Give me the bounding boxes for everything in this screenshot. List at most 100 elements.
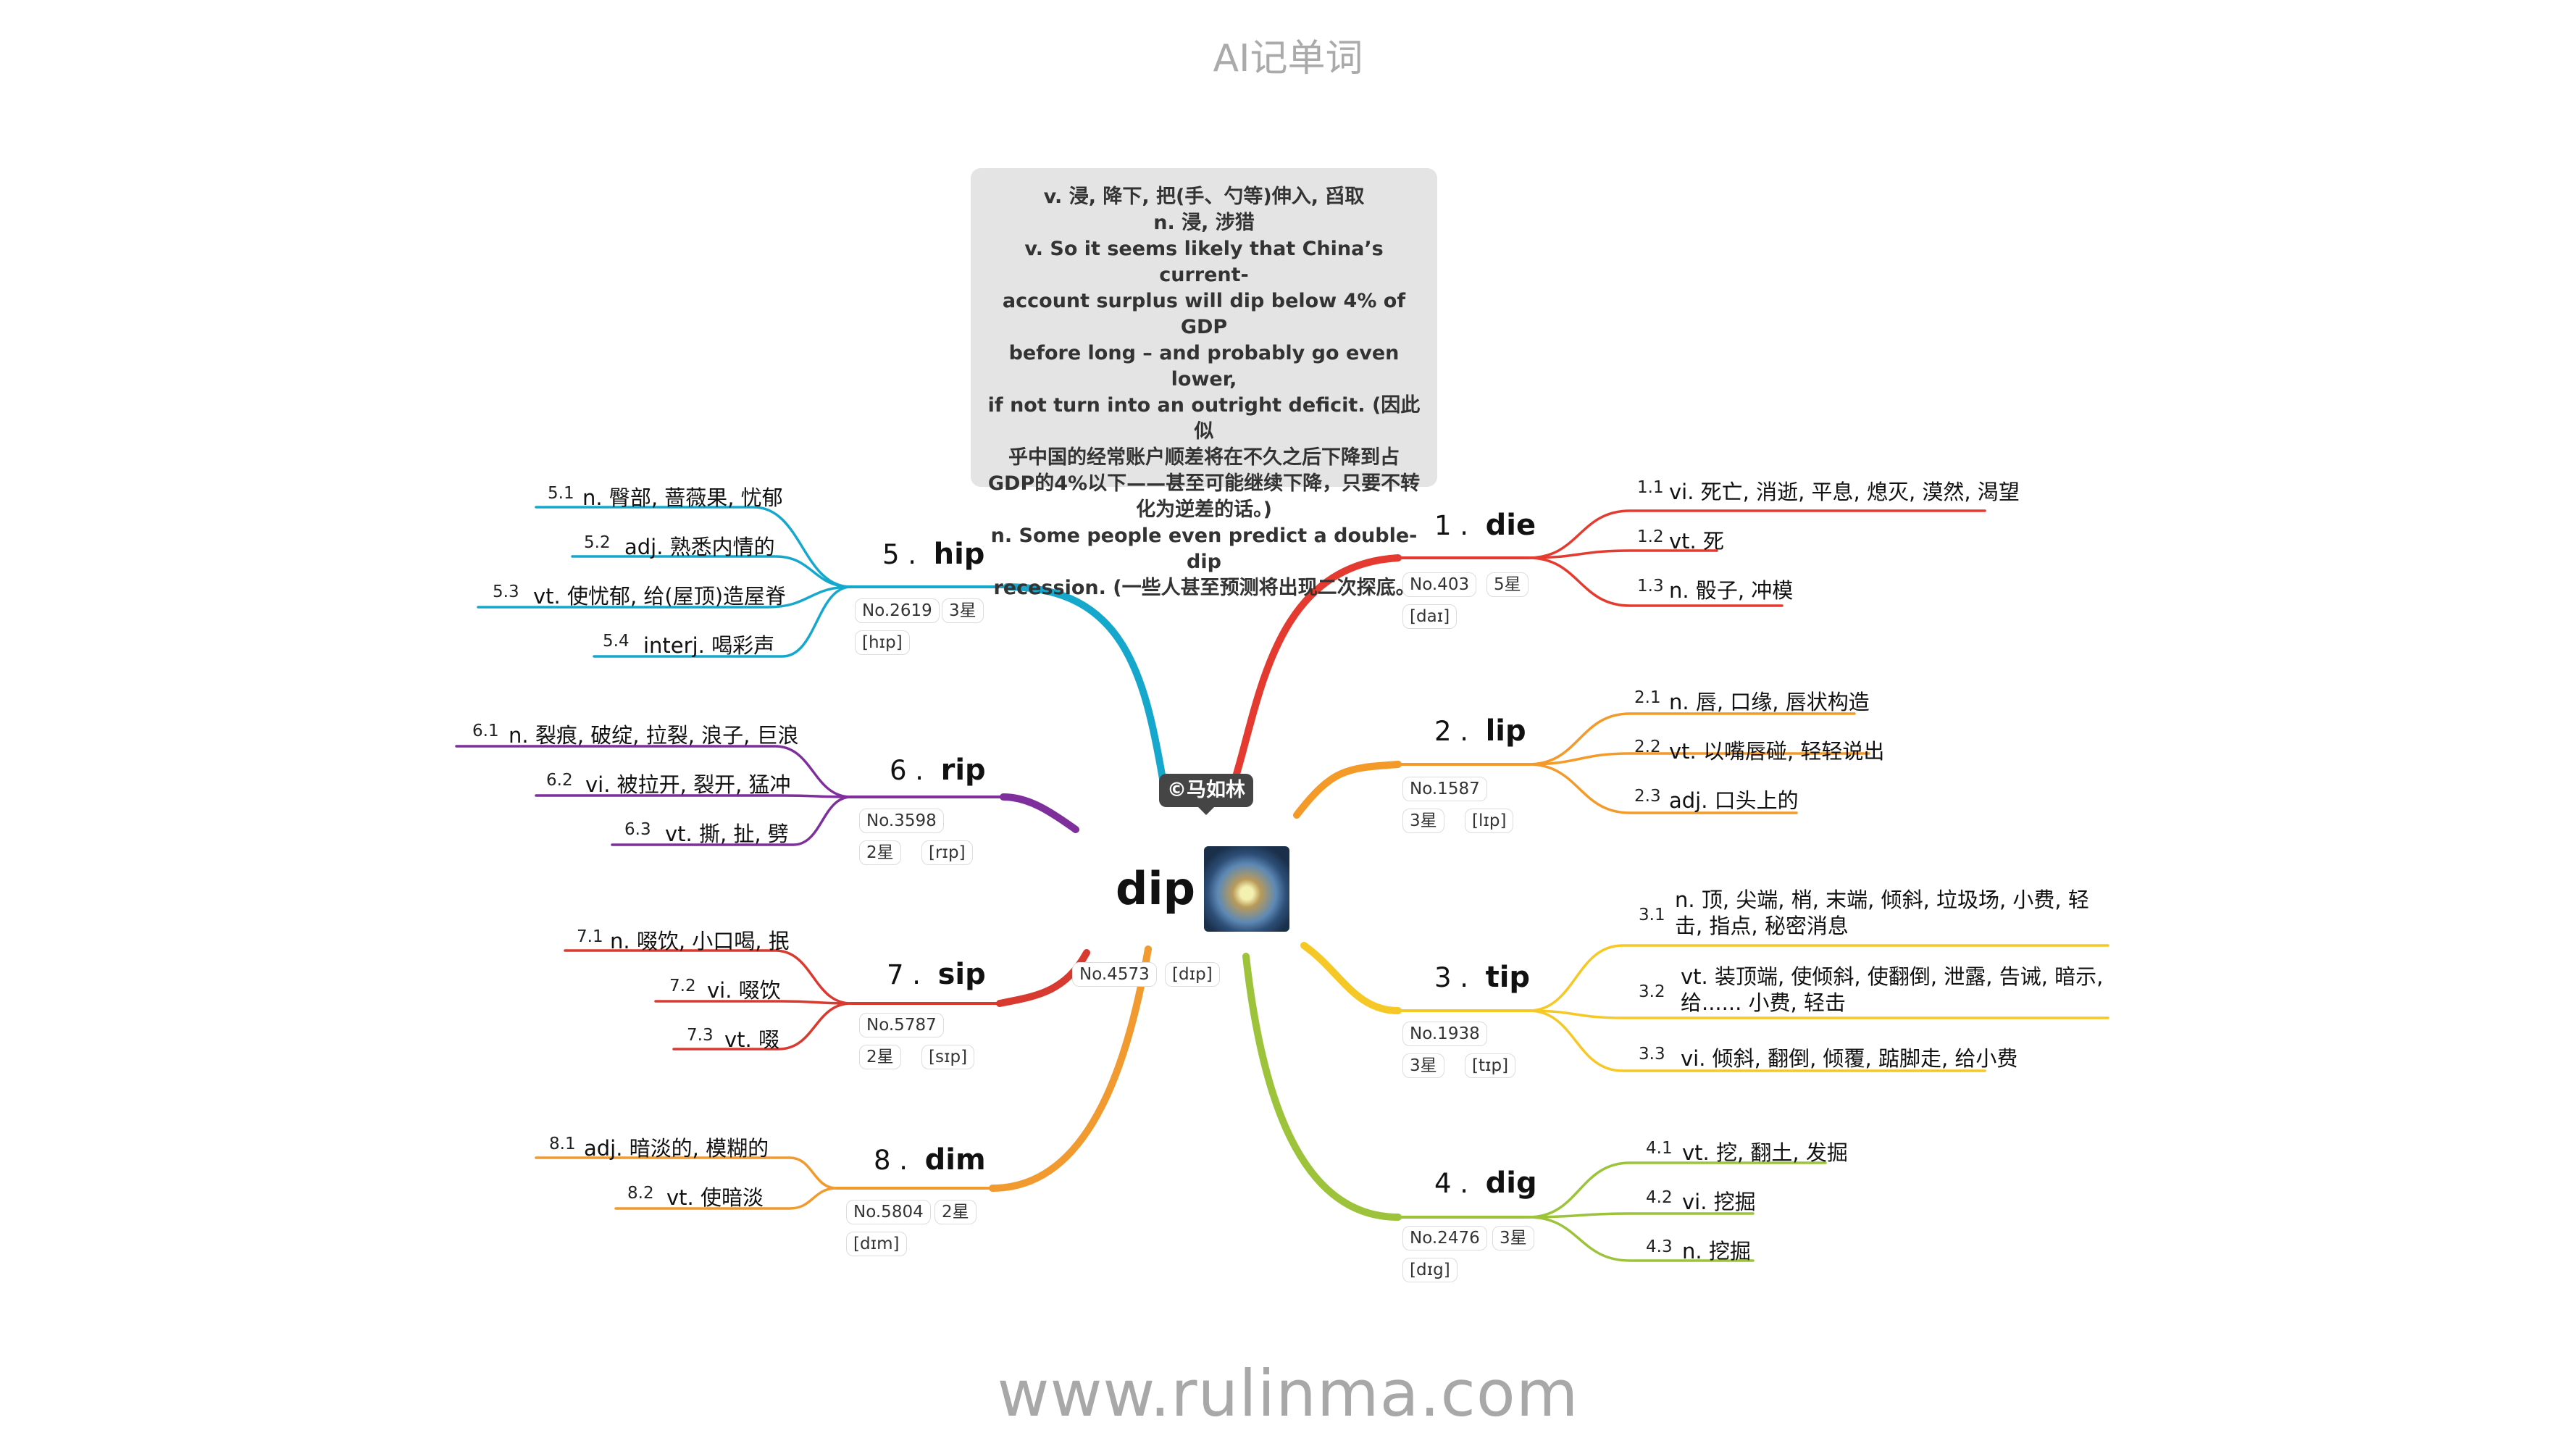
- trunk-connector-rip: [1000, 793, 1079, 833]
- tag-stars: 2星: [859, 840, 901, 865]
- branch-word-dig[interactable]: 4 . dig: [1434, 1166, 1537, 1200]
- meaning-connector-5.1: [535, 506, 853, 588]
- meaning-connector-3.1: [1527, 944, 2109, 1012]
- branch-word-rip[interactable]: 6 . rip: [890, 753, 986, 787]
- tag-phonetic: [hɪp]: [855, 630, 910, 655]
- meaning-connector-2.3: [1527, 763, 1798, 814]
- meaning-num: 3.2: [1639, 982, 1665, 1001]
- meaning-num: 4.3: [1646, 1237, 1673, 1256]
- meaning-connector-3.2: [1527, 1009, 2109, 1019]
- meaning-num: 2.1: [1634, 688, 1661, 707]
- word-image: [1204, 846, 1289, 932]
- definition-line: recession. (一些人甚至预测将出现二次探底。): [993, 577, 1415, 599]
- branch-word-sip[interactable]: 7 . sip: [887, 958, 986, 991]
- definition-line: account surplus will dip below 4% of GDP: [1002, 290, 1406, 338]
- definition-line: before long – and probably go even lower…: [1008, 342, 1400, 391]
- meaning-text: vi. 死亡, 消逝, 平息, 熄灭, 漠然, 渴望: [1669, 480, 2020, 504]
- tag-phonetic: [dɪm]: [846, 1232, 907, 1256]
- branch-word-hip[interactable]: 5 . hip: [882, 538, 985, 571]
- meaning-num: 8.2: [627, 1184, 654, 1203]
- meaning-num: 5.1: [548, 484, 574, 503]
- meaning-connector-3.3: [1527, 1009, 1986, 1072]
- meaning-num: 6.2: [546, 771, 573, 790]
- definition-line: if not turn into an outright deficit. (因…: [987, 394, 1421, 443]
- meaning-text: n. 顶, 尖端, 梢, 末端, 倾斜, 垃圾场, 小费, 轻击, 指点, 秘密…: [1675, 888, 2089, 938]
- center-phonetic-tag: [dɪp]: [1165, 962, 1220, 987]
- tag-stars: 3星: [1492, 1226, 1534, 1250]
- meaning-num: 1.3: [1637, 577, 1664, 596]
- meaning-num: 8.1: [549, 1135, 576, 1153]
- meaning-num: 7.1: [577, 927, 603, 946]
- app-title: AI记单词: [1213, 37, 1363, 80]
- meaning-num: 5.2: [584, 533, 611, 552]
- meaning-num: 7.3: [687, 1026, 714, 1045]
- meaning-text: vt. 使暗淡: [666, 1185, 764, 1210]
- meaning-text: n. 臀部, 蔷薇果, 忧郁: [582, 485, 783, 510]
- footer-url[interactable]: www.rulinma.com: [997, 1356, 1579, 1431]
- meaning-text: n. 裂痕, 破绽, 拉裂, 浪子, 巨浪: [509, 723, 799, 748]
- definition-line: v. So it seems likely that China’s curre…: [1024, 238, 1384, 286]
- meaning-connector-2.2: [1527, 752, 1870, 766]
- meaning-connector-8.1: [535, 1156, 838, 1190]
- tag-no: No.2619: [855, 598, 940, 623]
- definition-line: 化为逆差的话。): [1136, 498, 1272, 521]
- trunk-connector-die: [1231, 554, 1402, 782]
- trunk-connector-lip: [1293, 761, 1402, 819]
- center-word[interactable]: dip: [1116, 862, 1196, 915]
- trunk-connector-dim: [989, 945, 1152, 1192]
- tag-phonetic: [lɪp]: [1465, 809, 1514, 833]
- tag-phonetic: [dɪg]: [1402, 1258, 1458, 1282]
- meaning-connector-6.1: [455, 745, 853, 798]
- definition-line: n. 浸, 涉猎: [1153, 212, 1255, 234]
- meaning-text: vi. 啜饮: [707, 978, 781, 1003]
- meaning-num: 5.3: [493, 582, 519, 601]
- meaning-text: vi. 挖掘: [1682, 1190, 1756, 1214]
- meaning-num: 2.2: [1634, 738, 1661, 756]
- branch-word-dim[interactable]: 8 . dim: [874, 1143, 986, 1177]
- tag-stars: 3星: [1402, 1053, 1444, 1078]
- meaning-text: vi. 被拉开, 裂开, 猛冲: [585, 772, 791, 797]
- meaning-connector-4.3: [1527, 1216, 1755, 1262]
- meaning-num: 3.1: [1639, 906, 1665, 924]
- definition-line: GDP的4%以下——甚至可能继续下降，只要不转: [987, 472, 1421, 495]
- author-badge: ©马如林: [1159, 774, 1253, 815]
- meaning-num: 6.1: [472, 722, 499, 740]
- definition-line: n. Some people even predict a double-dip: [990, 525, 1418, 573]
- meaning-num: 5.4: [603, 632, 630, 651]
- branch-word-die[interactable]: 1 . die: [1434, 509, 1536, 542]
- meaning-num: 3.3: [1639, 1045, 1665, 1064]
- meaning-text: vt. 挖, 翻土, 发掘: [1682, 1140, 1848, 1165]
- tag-no: No.1587: [1402, 777, 1487, 801]
- tag-phonetic: [rɪp]: [921, 840, 973, 865]
- definition-line: v. 浸, 降下, 把(手、勺等)伸入, 舀取: [1043, 185, 1365, 208]
- meaning-text: vt. 装顶端, 使倾斜, 使翻倒, 泄露, 告诫, 暗示, 给...... 小…: [1681, 964, 2104, 1015]
- meaning-connector-7.2: [654, 1000, 853, 1005]
- meaning-text: vt. 死: [1669, 529, 1724, 554]
- meaning-connector-8.2: [614, 1187, 838, 1210]
- tag-no: No.1938: [1402, 1022, 1487, 1046]
- meaning-num: 7.2: [669, 977, 696, 995]
- tag-phonetic: [tɪp]: [1465, 1053, 1516, 1078]
- meaning-connector-5.4: [593, 585, 853, 658]
- branch-word-tip[interactable]: 3 . tip: [1434, 961, 1531, 994]
- meaning-connector-1.1: [1527, 509, 1986, 559]
- meaning-text: interj. 喝彩声: [643, 633, 775, 658]
- trunk-connector-tip: [1300, 942, 1402, 1014]
- meaning-text: adj. 口头上的: [1669, 788, 1799, 813]
- meaning-text: n. 挖掘: [1682, 1239, 1751, 1264]
- meaning-text: n. 唇, 口缘, 唇状构造: [1669, 690, 1870, 714]
- center-no-tag: No.4573: [1072, 962, 1157, 987]
- meaning-text: vt. 使忧郁, 给(屋顶)造屋脊: [533, 584, 787, 609]
- tag-phonetic: [sɪp]: [921, 1045, 975, 1069]
- meaning-connector-7.1: [564, 949, 853, 1005]
- tag-no: No.3598: [859, 809, 944, 833]
- meaning-connector-4.2: [1527, 1212, 1755, 1219]
- trunk-connector-hip: [1003, 583, 1166, 782]
- meaning-connector-5.3: [477, 585, 853, 609]
- meaning-num: 4.1: [1646, 1139, 1673, 1158]
- meaning-num: 6.3: [624, 820, 651, 839]
- meaning-connector-2.1: [1527, 712, 1856, 766]
- branch-word-lip[interactable]: 2 . lip: [1434, 714, 1526, 748]
- definition-line: 乎中国的经常账户顺差将在不久之后下降到占: [1008, 446, 1400, 469]
